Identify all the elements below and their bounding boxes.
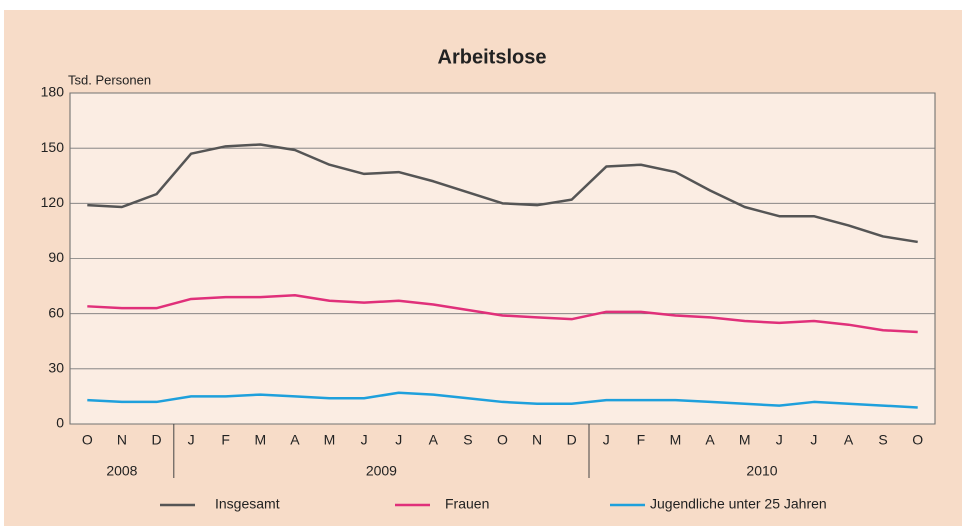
x-tick-label: J: [188, 432, 195, 448]
y-tick-label: 180: [41, 84, 65, 100]
x-tick-label: A: [844, 432, 854, 448]
line-series: [87, 391, 918, 409]
x-tick-label: J: [603, 432, 610, 448]
y-tick-label: 90: [48, 249, 64, 265]
x-tick-label: J: [361, 432, 368, 448]
x-tick-label: M: [670, 432, 682, 448]
x-tick-label: A: [290, 432, 300, 448]
x-tick-label: N: [532, 432, 542, 448]
year-label: 2008: [106, 463, 137, 479]
x-tick-label: F: [221, 432, 230, 448]
y-axis-label: Tsd. Personen: [68, 72, 151, 87]
y-tick-label: 60: [48, 304, 64, 320]
y-tick-label: 30: [48, 360, 64, 376]
x-tick-label: O: [497, 432, 508, 448]
x-tick-label: O: [912, 432, 923, 448]
line-series: [87, 143, 918, 244]
x-tick-label: A: [705, 432, 715, 448]
y-tick-label: 0: [56, 415, 64, 431]
x-tick-label: M: [739, 432, 751, 448]
x-tick-label: S: [878, 432, 887, 448]
year-label: 2010: [746, 463, 777, 479]
x-tick-label: J: [395, 432, 402, 448]
x-tick-label: M: [254, 432, 266, 448]
legend-label: Insgesamt: [215, 496, 280, 512]
x-tick-label: F: [637, 432, 646, 448]
x-tick-label: M: [324, 432, 336, 448]
legend-label: Frauen: [445, 496, 489, 512]
x-tick-label: J: [776, 432, 783, 448]
y-tick-label: 150: [41, 139, 65, 155]
x-tick-label: J: [810, 432, 817, 448]
x-tick-label: O: [82, 432, 93, 448]
x-tick-label: N: [117, 432, 127, 448]
x-tick-label: A: [429, 432, 439, 448]
chart-title: Arbeitslose: [438, 46, 547, 68]
x-tick-label: S: [463, 432, 472, 448]
y-tick-label: 120: [41, 194, 65, 210]
x-tick-label: D: [567, 432, 577, 448]
legend-label: Jugendliche unter 25 Jahren: [650, 496, 827, 512]
year-label: 2009: [366, 463, 397, 479]
line-series: [87, 294, 918, 334]
x-tick-label: D: [151, 432, 161, 448]
